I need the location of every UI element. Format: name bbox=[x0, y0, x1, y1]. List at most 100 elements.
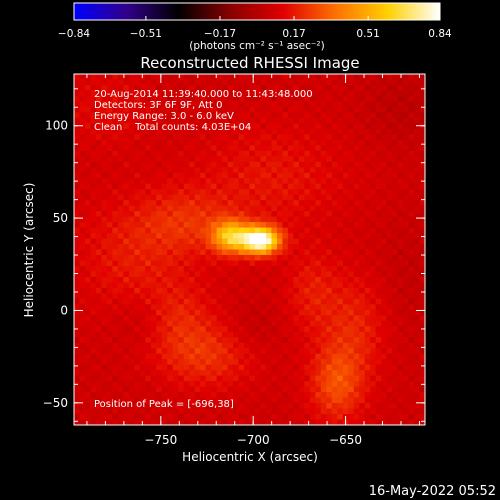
heatmap-cell bbox=[101, 145, 108, 152]
heatmap-cell bbox=[287, 139, 294, 146]
heatmap-cell bbox=[233, 414, 239, 420]
heatmap-cell bbox=[397, 117, 404, 124]
heatmap-cell bbox=[112, 216, 119, 223]
heatmap-cell bbox=[287, 309, 294, 316]
heatmap-cell bbox=[161, 139, 168, 146]
heatmap-cell bbox=[84, 106, 91, 113]
heatmap-cell bbox=[381, 183, 388, 190]
heatmap-cell bbox=[123, 271, 130, 278]
heatmap-cell bbox=[134, 287, 141, 294]
heatmap-cell bbox=[419, 397, 426, 404]
heatmap-cell bbox=[74, 101, 80, 108]
heatmap-cell bbox=[386, 260, 393, 267]
heatmap-cell bbox=[271, 123, 278, 130]
heatmap-cell bbox=[101, 150, 108, 157]
heatmap-cell bbox=[276, 79, 283, 86]
heatmap-cell bbox=[200, 227, 207, 234]
heatmap-cell bbox=[222, 408, 228, 415]
heatmap-cell bbox=[353, 200, 360, 207]
heatmap-cell bbox=[287, 419, 294, 426]
heatmap-cell bbox=[200, 189, 207, 196]
heatmap-cell bbox=[238, 298, 245, 305]
heatmap-cell bbox=[403, 375, 409, 382]
heatmap-cell bbox=[216, 112, 223, 119]
heatmap-cell bbox=[265, 414, 272, 420]
heatmap-cell bbox=[161, 364, 168, 371]
heatmap-cell bbox=[260, 408, 267, 415]
heatmap-cell bbox=[254, 117, 261, 124]
heatmap-cell bbox=[331, 178, 338, 185]
heatmap-cell bbox=[265, 134, 272, 141]
heatmap-cell bbox=[353, 74, 360, 80]
heatmap-cell bbox=[79, 315, 86, 322]
heatmap-cell bbox=[331, 161, 338, 168]
heatmap-cell bbox=[260, 271, 267, 278]
heatmap-cell bbox=[117, 222, 124, 228]
heatmap-cell bbox=[244, 370, 250, 377]
heatmap-cell bbox=[249, 101, 256, 108]
heatmap-cell bbox=[271, 331, 278, 338]
heatmap-cell bbox=[101, 194, 108, 201]
heatmap-cell bbox=[359, 337, 366, 344]
heatmap-cell bbox=[194, 106, 201, 113]
heatmap-cell bbox=[194, 216, 201, 223]
heatmap-cell bbox=[375, 348, 382, 355]
heatmap-cell bbox=[249, 326, 256, 333]
heatmap-cell bbox=[331, 95, 338, 102]
heatmap-cell bbox=[145, 123, 152, 130]
heatmap-cell bbox=[205, 244, 212, 250]
heatmap-cell bbox=[293, 276, 300, 283]
heatmap-cell bbox=[178, 353, 185, 360]
heatmap-cell bbox=[150, 397, 157, 404]
heatmap-cell bbox=[408, 128, 415, 135]
heatmap-cell bbox=[276, 364, 283, 371]
heatmap-cell bbox=[216, 172, 223, 179]
heatmap-cell bbox=[222, 419, 228, 426]
heatmap-cell bbox=[304, 79, 311, 86]
heatmap-cell bbox=[112, 309, 119, 316]
heatmap-cell bbox=[386, 364, 393, 371]
heatmap-cell bbox=[128, 414, 135, 420]
heatmap-cell bbox=[271, 117, 278, 124]
heatmap-cell bbox=[271, 106, 278, 113]
heatmap-cell bbox=[265, 271, 272, 278]
heatmap-cell bbox=[178, 331, 185, 338]
heatmap-cell bbox=[106, 265, 113, 272]
heatmap-cell bbox=[414, 397, 420, 404]
heatmap-cell bbox=[117, 282, 124, 289]
heatmap-cell bbox=[293, 194, 300, 201]
heatmap-cell bbox=[156, 205, 163, 212]
heatmap-cell bbox=[293, 287, 300, 294]
y-tick-label: 100 bbox=[45, 119, 68, 133]
heatmap-cell bbox=[265, 161, 272, 168]
heatmap-cell bbox=[156, 156, 163, 163]
heatmap-cell bbox=[386, 276, 393, 283]
heatmap-cell bbox=[79, 95, 86, 102]
heatmap-cell bbox=[74, 364, 80, 371]
heatmap-cell bbox=[161, 183, 168, 190]
heatmap-cell bbox=[128, 320, 135, 327]
heatmap-cell bbox=[392, 117, 398, 124]
heatmap-cell bbox=[282, 200, 289, 207]
heatmap-cell bbox=[364, 216, 371, 223]
heatmap-cell bbox=[222, 348, 228, 355]
heatmap-cell bbox=[150, 342, 157, 349]
heatmap-cell bbox=[123, 254, 130, 261]
heatmap-cell bbox=[260, 172, 267, 179]
heatmap-cell bbox=[392, 370, 398, 377]
heatmap-cell bbox=[178, 112, 185, 119]
heatmap-cell bbox=[139, 183, 146, 190]
heatmap-cell bbox=[244, 74, 250, 80]
heatmap-cell bbox=[227, 375, 234, 382]
heatmap-cell bbox=[205, 342, 212, 349]
heatmap-cell bbox=[304, 205, 311, 212]
heatmap-cell bbox=[320, 276, 327, 283]
heatmap-cell bbox=[320, 320, 327, 327]
heatmap-cell bbox=[408, 414, 415, 420]
heatmap-cell bbox=[419, 282, 426, 289]
heatmap-cell bbox=[419, 134, 426, 141]
heatmap-cell bbox=[265, 304, 272, 311]
heatmap-cell bbox=[359, 222, 366, 228]
heatmap-cell bbox=[320, 139, 327, 146]
heatmap-cell bbox=[178, 238, 185, 245]
